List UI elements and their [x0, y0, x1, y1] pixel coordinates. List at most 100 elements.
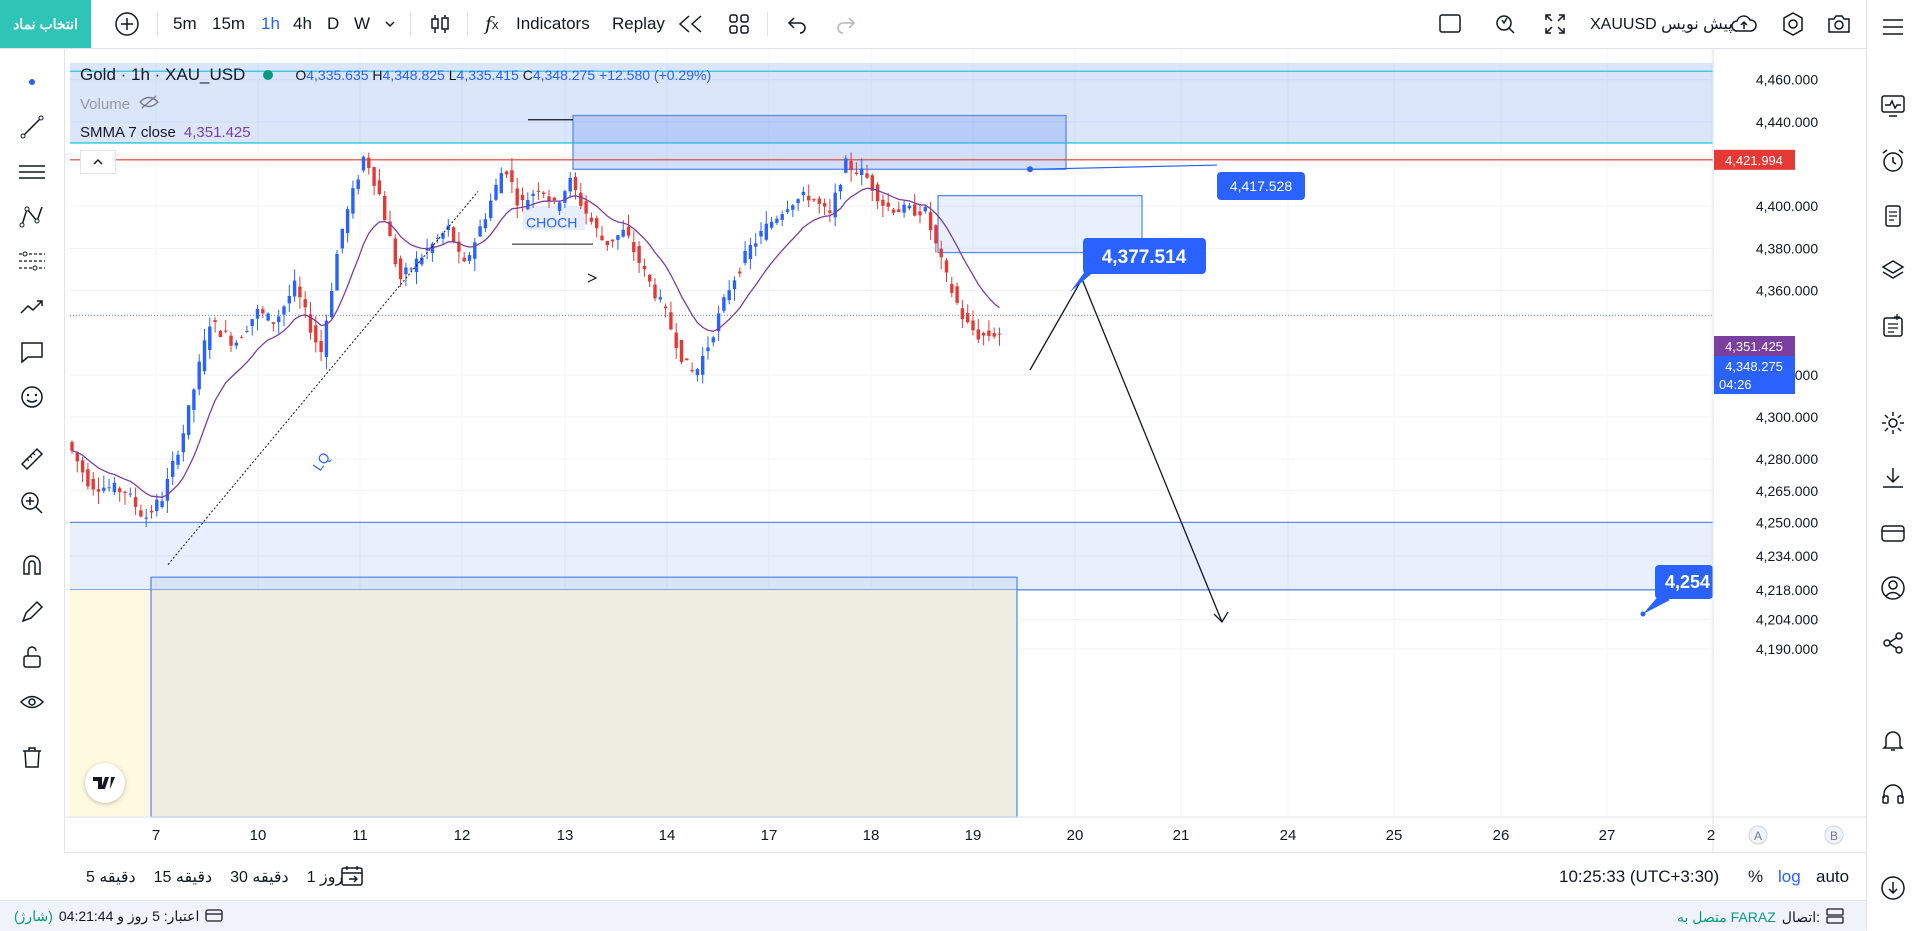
range-5m[interactable]: 5 دقیقه: [86, 869, 136, 886]
eye-hidden-icon[interactable]: [138, 94, 160, 114]
candle: [679, 339, 684, 363]
undo-icon[interactable]: [786, 0, 808, 48]
candle: [499, 173, 503, 194]
indicators-button[interactable]: Indicators: [516, 14, 590, 33]
user-icon[interactable]: [1875, 570, 1911, 606]
ruler-icon[interactable]: [14, 441, 50, 477]
range-1d[interactable]: 1 روز: [306, 869, 344, 886]
layers-icon[interactable]: [1875, 253, 1911, 289]
collapse-legend-button[interactable]: [80, 150, 116, 174]
share-icon[interactable]: [1875, 625, 1911, 661]
calendar-goto-icon[interactable]: [339, 864, 365, 893]
forecast-icon[interactable]: [14, 289, 50, 325]
axis-badge-label: A: [1754, 829, 1762, 843]
card-icon[interactable]: [1875, 515, 1911, 551]
replay-button[interactable]: Replay: [612, 14, 665, 33]
draft-title[interactable]: XAUUSD پیش نویس: [1590, 16, 1733, 33]
trash-icon[interactable]: [14, 739, 50, 775]
clock-time[interactable]: 10:25:33 (UTC+3:30): [1559, 867, 1720, 886]
quick-search-icon[interactable]: [1493, 0, 1517, 48]
settings-gear-icon[interactable]: [1875, 405, 1911, 441]
candle: [536, 190, 541, 192]
horizontal-lines-icon[interactable]: [14, 154, 50, 190]
unlock-icon[interactable]: [14, 639, 50, 675]
interval-d[interactable]: D: [327, 14, 340, 33]
time-tick-label: 12: [454, 827, 471, 844]
candle: [409, 268, 413, 270]
interval-w[interactable]: W: [354, 14, 371, 33]
candle: [165, 478, 170, 501]
interval-15m[interactable]: 15m: [212, 14, 246, 33]
notification-bell-icon[interactable]: [1875, 722, 1911, 758]
pencil-lock-icon[interactable]: [14, 594, 50, 630]
redo-icon[interactable]: [835, 0, 857, 48]
fullscreen-square-icon[interactable]: [1437, 0, 1463, 48]
callout-3-box: [1655, 565, 1713, 599]
candle: [547, 196, 551, 202]
candle: [971, 320, 975, 331]
range-30m[interactable]: 30 دقیقه: [230, 869, 289, 886]
change-value: +12.580 (+0.29%): [599, 67, 712, 83]
emoji-icon[interactable]: [14, 379, 50, 415]
camera-icon[interactable]: [1826, 0, 1852, 48]
cloud-upload-icon[interactable]: [1729, 0, 1759, 48]
headset-icon[interactable]: [1875, 776, 1911, 812]
price-tick-label: 4,250.000: [1756, 514, 1818, 530]
trend-line-icon[interactable]: [14, 109, 50, 145]
auto-toggle[interactable]: auto: [1816, 867, 1850, 886]
candle: [944, 260, 949, 273]
symbol-search-button[interactable]: انتخاب نماد: [0, 0, 91, 48]
tradingview-logo-icon[interactable]: [85, 763, 125, 803]
price-tick-label: 4,190.000: [1756, 641, 1818, 657]
status-bar: (شارژ) اعتبار: 5 روز و 04:21:44 متصل به …: [0, 900, 1866, 931]
layout-grid-icon[interactable]: [727, 0, 751, 48]
server-icon: [1826, 908, 1844, 927]
volume-legend[interactable]: Volume: [80, 94, 711, 114]
list-add-icon[interactable]: [1875, 308, 1911, 344]
comment-icon[interactable]: [14, 334, 50, 370]
interval-5m[interactable]: 5m: [173, 14, 197, 33]
candle: [319, 340, 323, 353]
credit-info: (شارژ) اعتبار: 5 روز و 04:21:44: [14, 908, 224, 925]
price-tick-label: 4,300.000: [1756, 409, 1818, 425]
candle: [292, 280, 297, 297]
rewind-icon[interactable]: [676, 0, 704, 48]
candle: [695, 369, 700, 376]
menu-icon[interactable]: [1875, 9, 1911, 45]
zoom-in-icon[interactable]: [14, 485, 50, 521]
time-tick-label: 18: [863, 827, 880, 844]
settings-hex-icon[interactable]: [1780, 0, 1806, 48]
log-toggle[interactable]: log: [1778, 867, 1801, 886]
candle: [102, 487, 106, 491]
smma-value: 4,351.425: [183, 123, 251, 141]
pattern-icon[interactable]: [14, 199, 50, 235]
download-icon[interactable]: [1875, 460, 1911, 496]
candles-icon[interactable]: [428, 0, 452, 48]
help-icon[interactable]: [1875, 870, 1911, 906]
smma-line: [71, 187, 1000, 498]
smma-legend[interactable]: SMMA 7 close 4,351.425: [80, 122, 711, 142]
chevron-down-icon[interactable]: [383, 0, 397, 48]
cursor-dot-icon[interactable]: [14, 64, 50, 100]
time-tick-label: 24: [1280, 827, 1297, 844]
candle: [462, 257, 466, 262]
interval-1h[interactable]: 1h: [261, 14, 280, 33]
magnet-icon[interactable]: [14, 548, 50, 584]
percent-toggle[interactable]: %: [1748, 867, 1764, 886]
fib-icon[interactable]: [14, 243, 50, 279]
watchlist-icon[interactable]: [1875, 88, 1911, 124]
choch-label: CHOCH: [526, 214, 577, 230]
card-small-icon: [205, 908, 224, 925]
charge-link[interactable]: (شارژ): [14, 908, 53, 924]
expand-icon[interactable]: [1543, 0, 1567, 48]
credit-text: اعتبار: 5 روز و 04:21:44: [58, 908, 200, 924]
candle: [902, 204, 906, 213]
interval-4h[interactable]: 4h: [293, 14, 312, 33]
eye-icon[interactable]: [14, 684, 50, 720]
add-symbol-icon[interactable]: [113, 0, 141, 48]
range-15m[interactable]: 15 دقیقه: [153, 869, 213, 886]
alarm-icon[interactable]: [1875, 143, 1911, 179]
notes-icon[interactable]: [1875, 198, 1911, 234]
